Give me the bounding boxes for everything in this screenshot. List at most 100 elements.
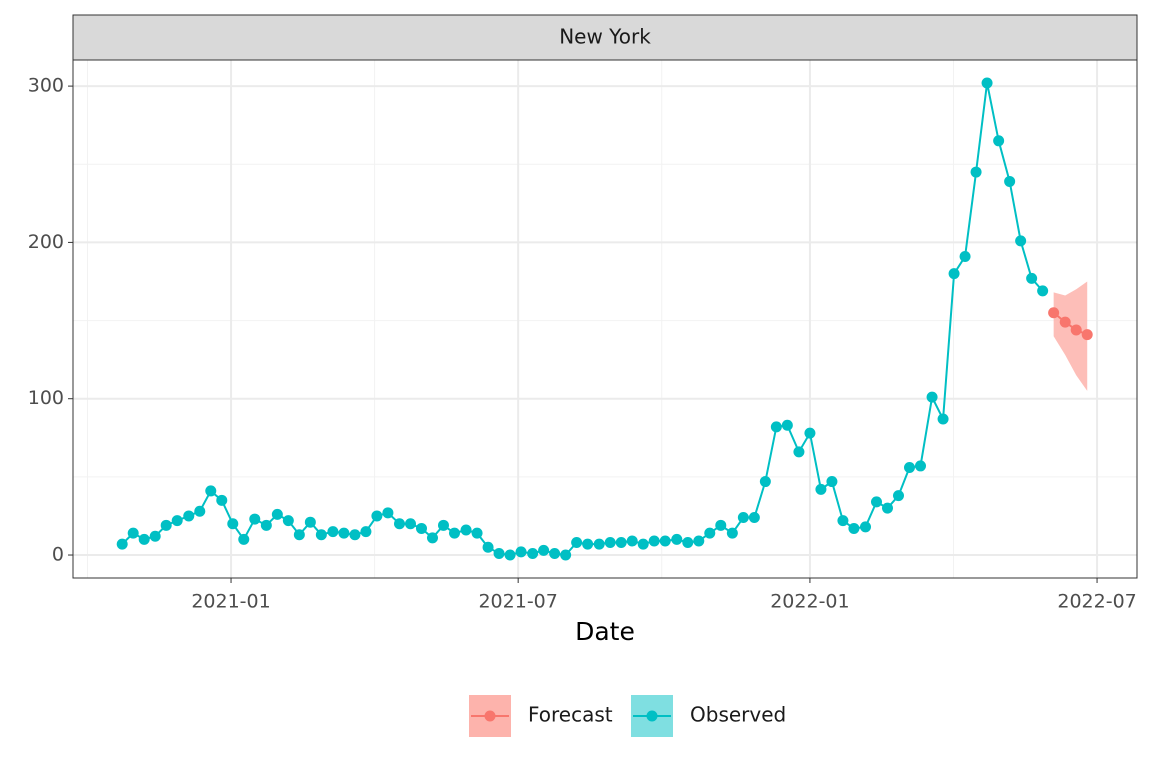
- point: [260, 519, 272, 531]
- point: [659, 535, 671, 547]
- point: [826, 476, 838, 488]
- point: [349, 529, 361, 541]
- x-tick-label: 2021-01: [191, 591, 270, 613]
- point: [759, 476, 771, 488]
- point: [205, 485, 217, 497]
- facet-strip: [72, 14, 1138, 61]
- panel-border: [72, 59, 1138, 579]
- point: [937, 413, 949, 425]
- legend-key-point: [484, 710, 496, 722]
- point: [704, 527, 716, 539]
- legend-key-point: [646, 710, 658, 722]
- point: [648, 535, 660, 547]
- point: [1037, 285, 1049, 297]
- point: [493, 547, 505, 559]
- point: [360, 526, 372, 538]
- legend-item: Forecast: [469, 695, 613, 737]
- point: [404, 518, 416, 530]
- point: [870, 496, 882, 508]
- point: [1070, 324, 1082, 336]
- point: [382, 507, 394, 519]
- point: [737, 512, 749, 524]
- point: [183, 510, 195, 522]
- point: [781, 419, 793, 431]
- point: [892, 490, 904, 502]
- y-tick-label: 300: [28, 75, 64, 97]
- series-line: [121, 82, 1044, 557]
- legend: Forecast Observed: [469, 695, 786, 737]
- point: [538, 544, 550, 556]
- point: [116, 538, 128, 550]
- point: [926, 391, 938, 403]
- point: [515, 546, 527, 558]
- y-tick-label: 100: [28, 387, 64, 409]
- point: [426, 532, 438, 544]
- point: [948, 268, 960, 280]
- point: [959, 250, 971, 262]
- legend-label: Forecast: [528, 703, 613, 727]
- point: [637, 538, 649, 550]
- point: [171, 515, 183, 527]
- point: [504, 549, 516, 561]
- point: [238, 533, 250, 545]
- legend-item: Observed: [631, 695, 786, 737]
- point: [571, 537, 583, 549]
- plot-area: [116, 77, 1093, 561]
- point: [993, 135, 1005, 147]
- point: [149, 530, 161, 542]
- point: [748, 512, 760, 524]
- point: [315, 529, 327, 541]
- point: [671, 533, 683, 545]
- point: [138, 533, 150, 545]
- point: [1081, 329, 1093, 341]
- point: [437, 519, 449, 531]
- point: [371, 510, 383, 522]
- point: [304, 516, 316, 528]
- facet-label: New York: [559, 25, 651, 49]
- point: [615, 537, 627, 549]
- x-tick-label: 2021-07: [478, 591, 557, 613]
- point: [837, 515, 849, 527]
- point: [216, 494, 228, 506]
- point: [682, 537, 694, 549]
- point: [1026, 272, 1038, 284]
- legend-label: Observed: [690, 703, 786, 727]
- point: [338, 527, 350, 539]
- point: [582, 538, 594, 550]
- point: [527, 547, 539, 559]
- point: [770, 421, 782, 433]
- point: [1004, 175, 1016, 187]
- point: [860, 521, 872, 533]
- x-tick-label: 2022-07: [1057, 591, 1136, 613]
- point: [593, 538, 605, 550]
- point: [293, 529, 305, 541]
- point: [448, 527, 460, 539]
- point: [282, 515, 294, 527]
- point: [1059, 316, 1071, 328]
- y-tick-label: 0: [52, 544, 64, 566]
- point: [127, 527, 139, 539]
- point: [726, 527, 738, 539]
- point: [604, 537, 616, 549]
- point: [804, 427, 816, 439]
- y-tick-label: 200: [28, 231, 64, 253]
- point: [549, 547, 561, 559]
- point: [393, 518, 405, 530]
- point: [715, 519, 727, 531]
- point: [1015, 235, 1027, 247]
- point: [793, 446, 805, 458]
- point: [981, 77, 993, 89]
- x-tick-label: 2022-01: [770, 591, 849, 613]
- point: [194, 505, 206, 517]
- point: [815, 483, 827, 495]
- x-axis-title: Date: [575, 617, 635, 646]
- point: [327, 526, 339, 538]
- point: [227, 518, 239, 530]
- forecast-band: [1053, 281, 1088, 391]
- point: [903, 461, 915, 473]
- point: [693, 535, 705, 547]
- point: [471, 527, 483, 539]
- point: [415, 522, 427, 534]
- point: [249, 513, 261, 525]
